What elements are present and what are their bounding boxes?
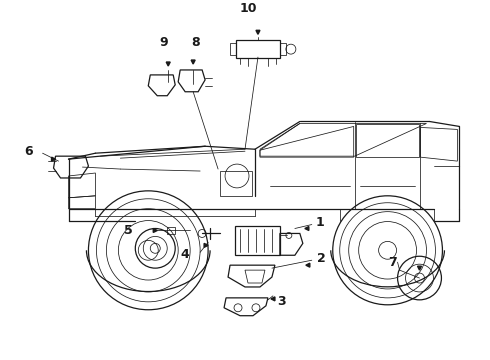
Polygon shape (166, 62, 170, 66)
Text: 7: 7 (388, 256, 397, 269)
Text: 5: 5 (124, 224, 133, 237)
Text: 1: 1 (316, 216, 324, 229)
Polygon shape (306, 263, 310, 267)
Text: 6: 6 (24, 145, 33, 158)
Text: 4: 4 (181, 248, 190, 261)
Polygon shape (51, 157, 55, 161)
Text: 3: 3 (277, 295, 286, 308)
Polygon shape (191, 60, 195, 64)
Text: 2: 2 (318, 252, 326, 265)
Text: 8: 8 (191, 36, 199, 49)
Text: 9: 9 (159, 36, 168, 49)
Polygon shape (271, 297, 275, 301)
Polygon shape (417, 266, 421, 270)
Polygon shape (305, 226, 309, 230)
Polygon shape (153, 229, 157, 233)
Polygon shape (204, 243, 208, 247)
Text: 10: 10 (239, 2, 257, 15)
Polygon shape (256, 30, 260, 34)
